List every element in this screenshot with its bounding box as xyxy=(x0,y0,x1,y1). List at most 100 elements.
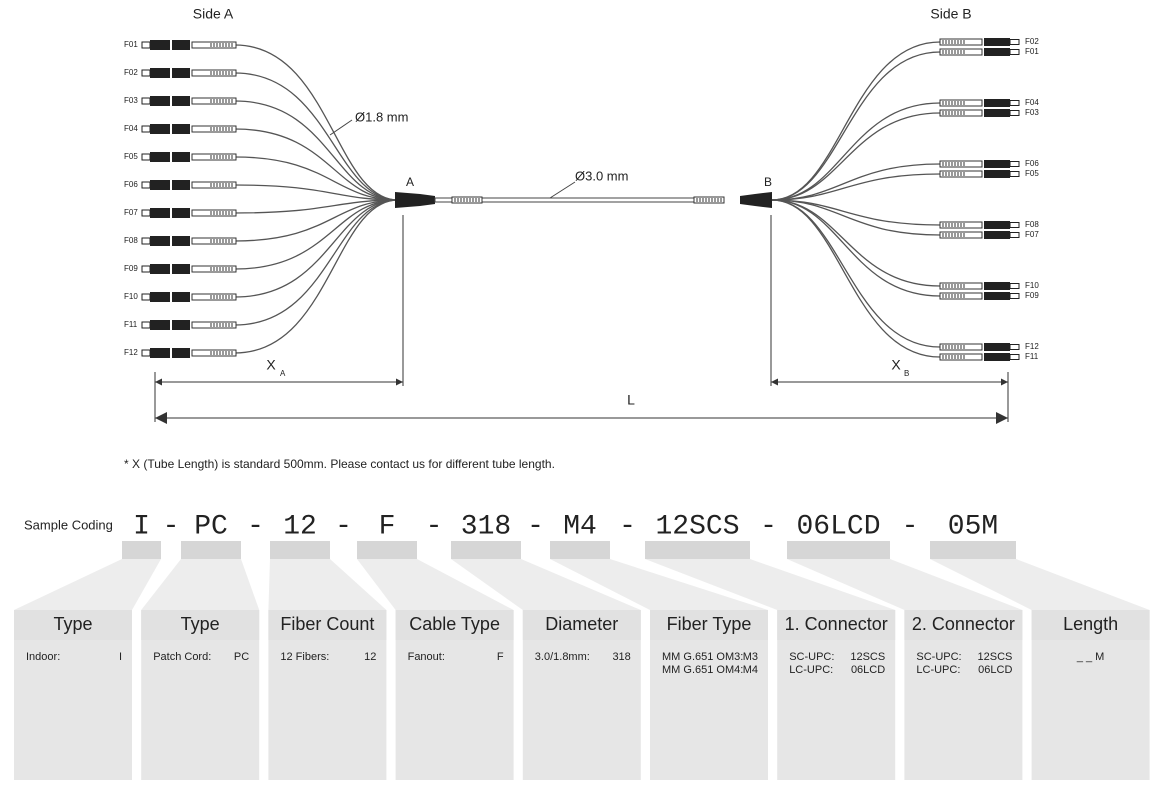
code: 318 xyxy=(461,511,511,542)
code: 05M xyxy=(948,511,998,542)
connector-body xyxy=(984,160,1010,168)
fiber xyxy=(771,199,941,236)
fiber-label: F09 xyxy=(1025,291,1039,300)
row-value: 12SCS xyxy=(978,651,1013,663)
connector-tip xyxy=(141,181,151,189)
fiber-label: F06 xyxy=(124,180,138,189)
column-header xyxy=(522,610,641,640)
column-title: Fiber Count xyxy=(280,614,374,634)
connector-tip xyxy=(1009,344,1020,350)
coding-label: Sample Coding xyxy=(24,517,113,532)
fiber-label: F12 xyxy=(1025,342,1039,351)
column-title: Length xyxy=(1063,614,1118,634)
connector-body xyxy=(150,96,170,106)
column-title: Type xyxy=(181,614,220,634)
funnel xyxy=(14,559,161,610)
funnel xyxy=(787,559,1023,610)
fiber-label: F09 xyxy=(124,264,138,273)
fiber-label: F05 xyxy=(124,152,138,161)
fiber xyxy=(234,156,399,201)
code-separator: - xyxy=(527,511,544,542)
connector-body xyxy=(172,124,190,134)
connector-tip xyxy=(141,41,151,49)
arrowhead xyxy=(155,378,162,386)
fiber-label: F03 xyxy=(1025,108,1039,117)
connector-body xyxy=(984,99,1010,107)
code-bar xyxy=(122,541,161,559)
connector-body xyxy=(150,264,170,274)
arrowhead xyxy=(996,412,1008,424)
row-value: 12SCS xyxy=(850,651,885,663)
connector-tip xyxy=(141,97,151,105)
connector-tip xyxy=(141,153,151,161)
code-bar xyxy=(930,541,1016,559)
column-header xyxy=(650,610,768,640)
connector-body xyxy=(984,48,1010,56)
code: 06LCD xyxy=(796,511,880,542)
code-bar xyxy=(270,541,330,559)
fiber-label: F02 xyxy=(1025,37,1039,46)
connector-body xyxy=(150,236,170,246)
row-value: 12 xyxy=(364,651,376,663)
fiber xyxy=(234,199,399,326)
arrowhead xyxy=(771,378,778,386)
connector-body xyxy=(984,231,1010,239)
fiber-label: F11 xyxy=(1025,352,1039,361)
fiber xyxy=(771,199,941,297)
fiber-label: F03 xyxy=(124,96,138,105)
connector-body xyxy=(150,40,170,50)
end-b: B xyxy=(764,175,772,189)
fiber xyxy=(771,102,941,201)
connector-tip xyxy=(1009,232,1020,238)
column-title: 1. Connector xyxy=(785,614,888,634)
fiber-label: F01 xyxy=(1025,47,1039,56)
connector-body xyxy=(150,180,170,190)
leader xyxy=(329,119,353,136)
row-key: LC-UPC: xyxy=(789,664,833,676)
connector-tip xyxy=(1009,110,1020,116)
fiber xyxy=(234,72,399,201)
row-value: I xyxy=(119,651,122,663)
column-header xyxy=(14,610,132,640)
fiber xyxy=(234,199,399,298)
connector-body xyxy=(172,208,190,218)
connector-tip xyxy=(1009,293,1020,299)
fiber-label: F07 xyxy=(1025,230,1039,239)
column-header xyxy=(777,610,896,640)
connector-body xyxy=(984,38,1010,46)
row-key: 12 Fibers: xyxy=(280,651,329,663)
connector-tip xyxy=(1009,283,1020,289)
code-separator: - xyxy=(426,511,443,542)
funnel xyxy=(645,559,896,610)
connector-body xyxy=(172,152,190,162)
connector-body xyxy=(172,96,190,106)
row-key: Patch Cord: xyxy=(153,651,211,663)
column-title: Cable Type xyxy=(409,614,500,634)
connector-body xyxy=(172,236,190,246)
x-a-sub: A xyxy=(280,369,286,378)
row-value: 318 xyxy=(612,651,630,663)
fiber xyxy=(234,199,399,242)
column-header xyxy=(141,610,260,640)
fiber-label: F02 xyxy=(124,68,138,77)
row-key: MM G.651 OM3: xyxy=(662,651,743,663)
connector-tip xyxy=(1009,354,1020,360)
arrowhead xyxy=(396,378,403,386)
row-value: 06LCD xyxy=(851,664,885,676)
row-value: _ _ M xyxy=(1076,651,1105,663)
code-separator: - xyxy=(902,511,919,542)
connector-body xyxy=(150,124,170,134)
row-key: Indoor: xyxy=(26,651,60,663)
fiber-label: F01 xyxy=(124,40,138,49)
column-header xyxy=(268,610,387,640)
code-separator: - xyxy=(760,511,777,542)
funnel xyxy=(268,559,387,610)
connector-tip xyxy=(1009,161,1020,167)
column-title: Type xyxy=(53,614,92,634)
arrowhead xyxy=(1001,378,1008,386)
x-a: X xyxy=(266,357,276,373)
fiber-label: F08 xyxy=(124,236,138,245)
fiber xyxy=(234,128,399,201)
fiber xyxy=(771,112,941,201)
fiber-label: F06 xyxy=(1025,159,1039,168)
